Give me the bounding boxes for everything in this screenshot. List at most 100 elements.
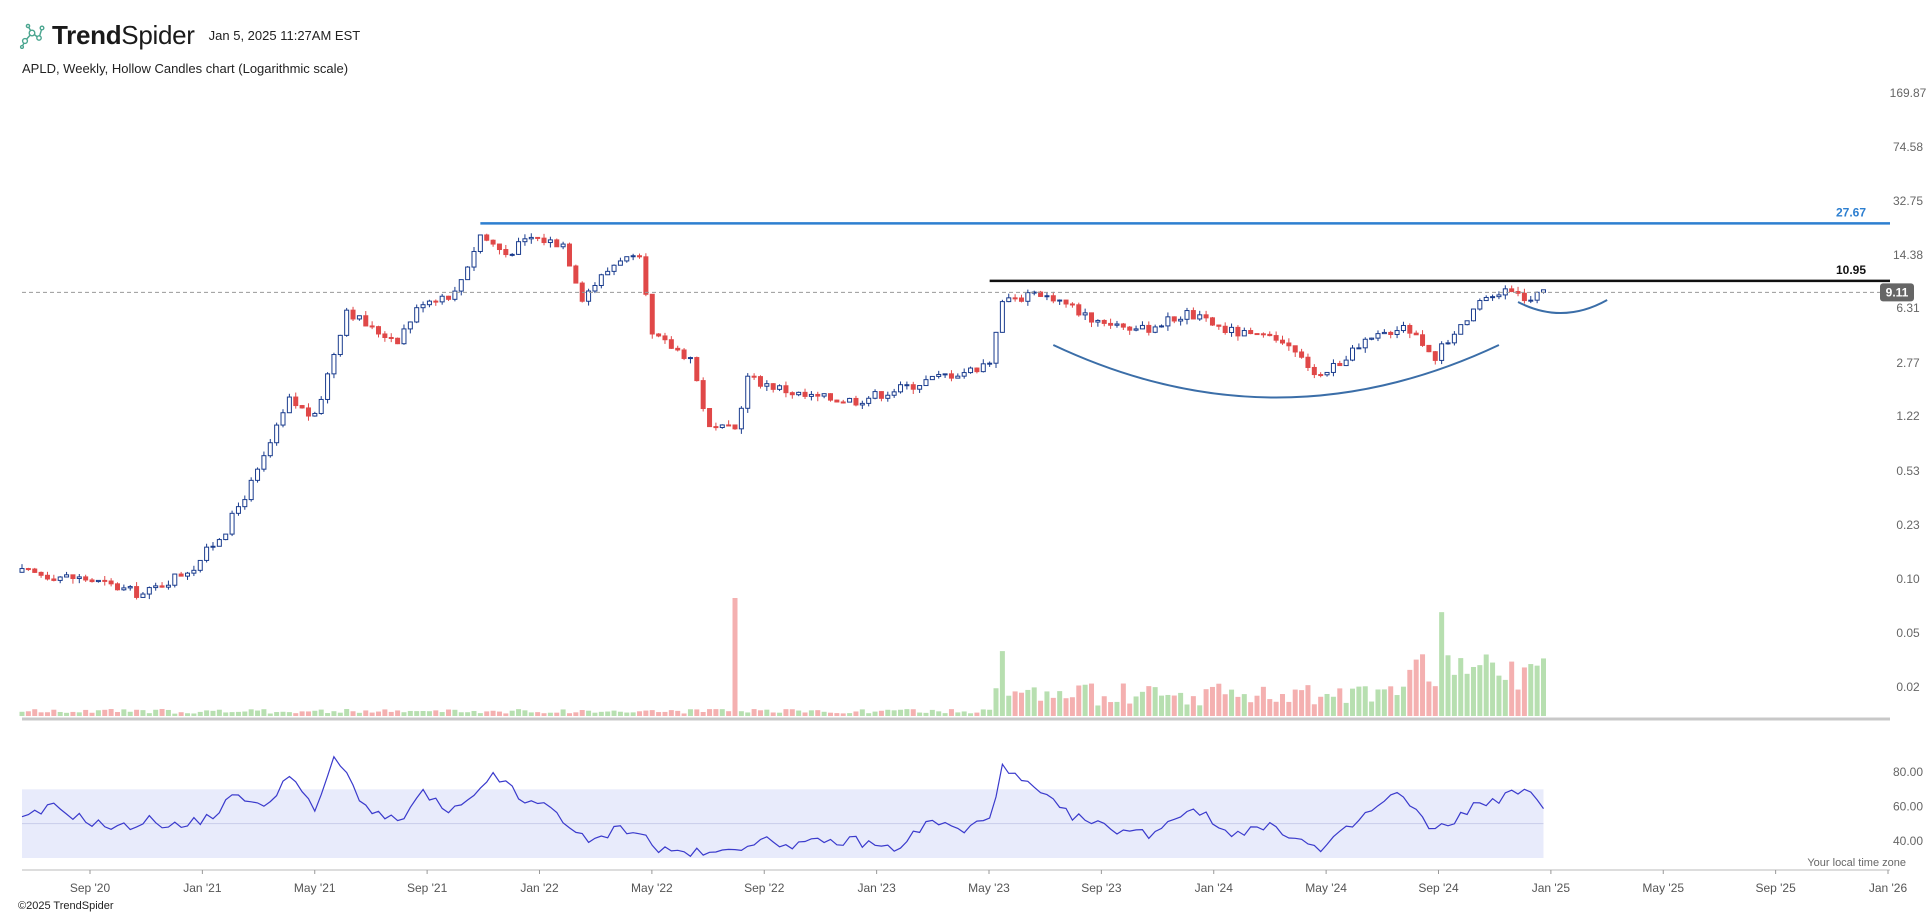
time-tick-label: May '25 xyxy=(1642,881,1684,895)
candle-body xyxy=(1120,323,1126,328)
volume-bar xyxy=(439,712,445,716)
volume-bar xyxy=(1279,694,1285,716)
candle-body xyxy=(834,399,840,403)
candle-body xyxy=(1279,339,1285,344)
candle-body xyxy=(267,442,273,457)
candle-body xyxy=(1534,291,1540,301)
candle-body xyxy=(668,339,674,349)
candle-body xyxy=(325,373,331,400)
candle-body xyxy=(185,572,191,577)
current-price-label: 9.11 xyxy=(1886,285,1909,299)
volume-bar xyxy=(64,712,70,716)
time-tick-label: Jan '26 xyxy=(1869,881,1908,895)
volume-bar xyxy=(369,712,375,716)
volume-bar xyxy=(414,711,420,716)
candle-body xyxy=(1464,320,1470,326)
volume-bar xyxy=(732,598,738,716)
volume-bar xyxy=(834,713,840,716)
candle-body xyxy=(853,397,859,406)
price-tick-label: 6.31 xyxy=(1896,301,1920,315)
volume-bar xyxy=(726,711,732,716)
candle-body xyxy=(1496,294,1502,298)
candle-body xyxy=(974,367,980,373)
volume-bar xyxy=(1451,674,1457,716)
candle-body xyxy=(458,279,464,292)
volume-bar xyxy=(1318,696,1324,716)
candle-body xyxy=(178,573,184,577)
candle-body xyxy=(426,300,432,306)
volume-bar xyxy=(248,709,254,716)
volume-bar xyxy=(471,710,477,716)
candle-body xyxy=(172,573,178,586)
volume-bar xyxy=(286,712,292,716)
volume-bar xyxy=(325,713,331,716)
candle-body xyxy=(1229,326,1235,334)
chart-timestamp: Jan 5, 2025 11:27AM EST xyxy=(208,27,361,43)
candle-body xyxy=(1375,333,1381,339)
volume-bar xyxy=(751,709,757,716)
candle-body xyxy=(1012,297,1018,300)
volume-bar xyxy=(159,708,165,716)
volume-bar xyxy=(1069,697,1075,716)
candle-body xyxy=(910,384,916,390)
volume-bar xyxy=(1534,665,1540,716)
volume-bar xyxy=(955,712,961,716)
volume-bar xyxy=(1477,665,1483,716)
volume-bar xyxy=(490,710,496,716)
chart-subtitle: APLD, Weekly, Hollow Candles chart (Loga… xyxy=(22,61,349,76)
candle-body xyxy=(1292,345,1298,353)
volume-bar xyxy=(1407,669,1413,716)
volume-bar xyxy=(1458,658,1464,716)
candle-body xyxy=(1184,310,1190,320)
volume-bar xyxy=(942,713,948,716)
volume-bar xyxy=(853,711,859,716)
time-tick-label: Jan '21 xyxy=(183,881,222,895)
candle-body xyxy=(713,426,719,429)
price-tick-label: 1.22 xyxy=(1896,409,1920,423)
volume-bar xyxy=(210,710,216,716)
time-tick-label: Sep '23 xyxy=(1081,881,1122,895)
candle-body xyxy=(1222,325,1228,334)
rsi-line-path xyxy=(21,755,1544,858)
volume-bar xyxy=(114,712,120,716)
volume-bar xyxy=(738,711,744,716)
brand-name: TrendSpider xyxy=(52,20,195,51)
volume-bar xyxy=(1470,666,1476,716)
copyright: ©2025 TrendSpider xyxy=(18,900,114,912)
candle-body xyxy=(1458,324,1464,335)
candle-body xyxy=(1394,330,1400,335)
volume-bar xyxy=(484,711,490,716)
candle-body xyxy=(878,391,884,399)
candle-body xyxy=(191,569,197,574)
volume-bar xyxy=(216,709,222,716)
volume-bar xyxy=(496,711,502,716)
volume-bar xyxy=(624,712,630,716)
volume-bar xyxy=(1515,689,1521,716)
candle-body xyxy=(305,407,311,417)
volume-bar xyxy=(713,709,719,716)
time-tick-label: Jan '25 xyxy=(1532,881,1571,895)
candle-body xyxy=(605,270,611,276)
candle-body xyxy=(1069,303,1075,306)
candle-body xyxy=(83,576,89,581)
volume-bar xyxy=(1292,689,1298,716)
volume-bar xyxy=(649,710,655,716)
volume-bar xyxy=(948,709,954,716)
candle-body xyxy=(331,354,337,375)
time-tick-label: May '21 xyxy=(294,881,336,895)
candle-body xyxy=(1490,296,1496,299)
volume-bar xyxy=(299,711,305,716)
candle-body xyxy=(57,576,63,581)
volume-bar xyxy=(197,711,203,716)
candle-body xyxy=(522,238,528,243)
candle-body xyxy=(1343,359,1349,367)
time-tick-label: Sep '22 xyxy=(744,881,785,895)
candle-body xyxy=(643,256,649,295)
volume-bar xyxy=(204,710,210,716)
candle-body xyxy=(1477,300,1483,310)
volume-bar xyxy=(579,710,585,716)
volume-bar xyxy=(668,710,674,716)
volume-bar xyxy=(1082,684,1088,716)
candle-body xyxy=(757,376,763,387)
volume-bar xyxy=(1299,690,1305,716)
